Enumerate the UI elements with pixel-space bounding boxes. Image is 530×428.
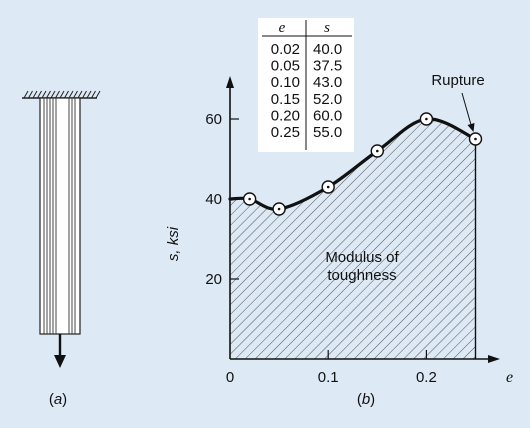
panel-a-caption: (a) xyxy=(49,391,67,408)
x-axis: 0 0.1 0.2 xyxy=(226,350,500,386)
fixed-support xyxy=(22,90,101,99)
table-cell-s: 37.5 xyxy=(313,58,342,75)
y-axis-label: s, ksi xyxy=(165,226,182,261)
panel-b-caption: (b) xyxy=(357,391,375,408)
data-point-dot xyxy=(376,149,379,153)
rupture-pointer-line xyxy=(461,92,473,131)
table-cell-s: 60.0 xyxy=(313,107,342,124)
table-cell-e: 0.10 xyxy=(271,74,300,91)
data-point-dot xyxy=(425,117,428,121)
table-cell-e: 0.25 xyxy=(271,124,300,141)
y-tick-label: 60 xyxy=(205,111,222,128)
data-point-dot xyxy=(474,137,477,141)
rupture-label: Rupture xyxy=(431,72,484,89)
table-cell-e: 0.02 xyxy=(271,41,300,58)
table-cell-e: 0.15 xyxy=(271,91,300,108)
load-arrow xyxy=(54,334,66,368)
table-cell-e: 0.20 xyxy=(271,107,300,124)
table-cell-e: 0.05 xyxy=(271,58,300,75)
table-header-s: s xyxy=(324,20,330,36)
table-cell-s: 55.0 xyxy=(313,124,342,141)
y-tick-label: 20 xyxy=(205,271,222,288)
y-tick-label: 40 xyxy=(205,191,222,208)
data-point-dot xyxy=(326,185,330,189)
data-point-dot xyxy=(248,197,251,201)
rupture-pointer-arrowhead xyxy=(467,123,475,132)
specimen-bar xyxy=(39,97,81,335)
table-cell-s: 40.0 xyxy=(313,41,342,58)
x-tick-label: 0.1 xyxy=(318,369,339,386)
x-tick-label: 0 xyxy=(226,369,234,386)
y-axis: 20 40 60 xyxy=(205,76,239,359)
data-point-dot xyxy=(277,207,281,211)
modulus-of-toughness-region xyxy=(230,118,476,359)
region-label-line1: Modulus of xyxy=(325,249,399,266)
table-cell-s: 43.0 xyxy=(313,74,342,91)
data-table: e s 0.02 40.0 0.05 37.5 0.10 43.0 0.15 52.0 0.20… xyxy=(258,18,354,152)
x-tick-label: 0.2 xyxy=(416,369,437,386)
table-cell-s: 52.0 xyxy=(313,91,342,108)
stress-strain-chart: 20 40 60 0 0.1 0.2 e s 0.02 40.0 0.05 37.5 0.10 4… xyxy=(165,18,513,408)
tensile-specimen: (a) xyxy=(22,90,101,408)
table-header-e: e xyxy=(279,20,286,36)
x-axis-label: e xyxy=(506,369,513,386)
region-label-line2: toughness xyxy=(327,267,396,284)
